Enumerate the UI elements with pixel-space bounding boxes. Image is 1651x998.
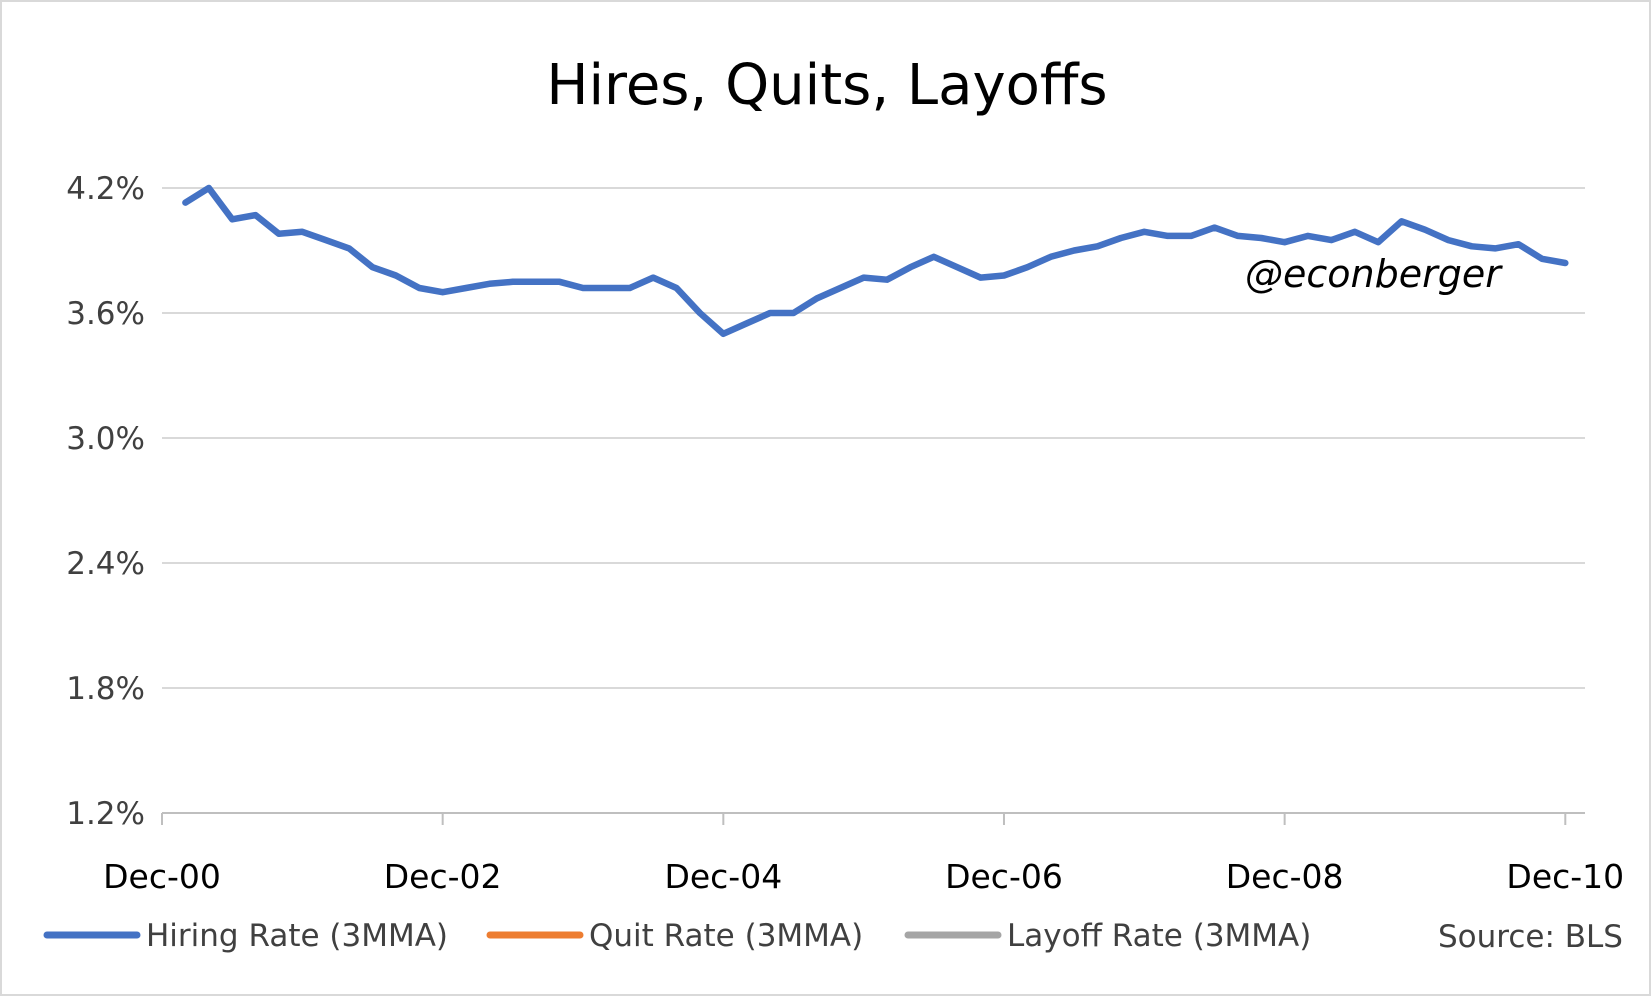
- data-point: [510, 279, 515, 284]
- data-point: [1305, 233, 1311, 239]
- x-tick-label: Dec-00: [103, 857, 221, 896]
- data-point: [791, 310, 796, 316]
- data-point: [323, 237, 328, 243]
- x-tick-label: Dec-10: [1506, 857, 1624, 896]
- data-point: [697, 310, 703, 316]
- y-tick-label: 1.8%: [66, 671, 145, 707]
- data-point: [604, 285, 609, 291]
- chart-title: Hires, Quits, Layoffs: [546, 53, 1107, 118]
- data-point: [1492, 246, 1498, 251]
- data-point: [744, 321, 749, 326]
- data-point: [1118, 235, 1124, 241]
- legend-label-2: Layoff Rate (3MMA): [1007, 918, 1311, 954]
- series-line-0: [182, 184, 1569, 338]
- data-point: [1539, 256, 1545, 261]
- x-tick-label: Dec-04: [664, 857, 782, 896]
- watermark: @econberger: [1245, 252, 1503, 296]
- data-point: [884, 277, 890, 282]
- data-point: [1446, 237, 1451, 243]
- x-tick-label: Dec-02: [384, 857, 502, 896]
- x-tick-label: Dec-06: [945, 857, 1063, 896]
- y-tick-label: 3.6%: [66, 296, 145, 332]
- data-point: [1071, 248, 1077, 253]
- data-point: [651, 275, 656, 280]
- source-note: Source: BLS: [1438, 919, 1623, 955]
- data-point: [557, 279, 562, 284]
- data-point: [1259, 235, 1264, 241]
- y-tick-label: 3.0%: [66, 421, 145, 457]
- data-point: [838, 285, 843, 291]
- data-point: [276, 231, 282, 236]
- data-point: [978, 275, 983, 280]
- data-point: [1165, 233, 1170, 239]
- data-point: [1399, 219, 1404, 224]
- data-point: [370, 265, 375, 270]
- legend-label-1: Quit Rate (3MMA): [589, 918, 863, 954]
- data-point: [183, 200, 188, 205]
- y-tick-label: 4.2%: [66, 171, 145, 207]
- data-point: [463, 285, 469, 291]
- data-point: [1212, 225, 1217, 230]
- x-tick-label: Dec-08: [1226, 857, 1344, 896]
- data-point: [1352, 229, 1358, 234]
- y-tick-label: 2.4%: [66, 546, 145, 582]
- y-tick-label: 1.2%: [66, 796, 145, 832]
- legend-label-0: Hiring Rate (3MMA): [146, 918, 448, 954]
- data-point: [931, 254, 936, 259]
- data-point: [417, 285, 422, 291]
- data-point: [1025, 265, 1030, 270]
- data-point: [230, 217, 235, 222]
